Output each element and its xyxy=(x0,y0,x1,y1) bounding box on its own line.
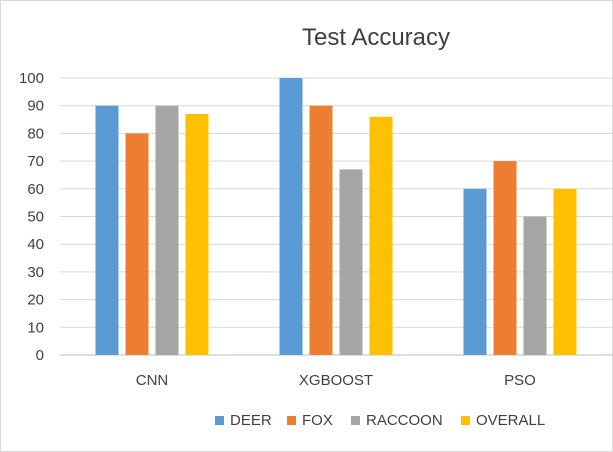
gridlines xyxy=(60,77,612,356)
chart-title: Test Accuracy xyxy=(302,24,450,51)
x-tick-label: CNN xyxy=(136,372,169,389)
x-tick-label: PSO xyxy=(504,372,536,389)
bar-overall-cnn xyxy=(185,114,209,355)
bar-raccoon-pso xyxy=(523,216,547,355)
bars xyxy=(95,78,577,355)
bar-fox-cnn xyxy=(125,133,149,355)
bar-overall-pso xyxy=(553,188,577,355)
bar-fox-xgboost xyxy=(309,105,333,355)
legend-swatch-raccoon xyxy=(351,416,360,425)
bar-deer-xgboost xyxy=(279,78,303,355)
y-tick-label: 60 xyxy=(27,181,44,198)
legend-swatch-fox xyxy=(287,416,296,425)
y-tick-label: 80 xyxy=(27,125,44,142)
legend-label-fox: FOX xyxy=(302,412,333,429)
y-tick-label: 10 xyxy=(27,319,44,336)
bar-overall-xgboost xyxy=(369,116,393,355)
legend-label-overall: OVERALL xyxy=(476,412,545,429)
bar-raccoon-xgboost xyxy=(339,169,363,355)
x-tick-label: XGBOOST xyxy=(299,372,373,389)
bar-raccoon-cnn xyxy=(155,105,179,355)
bar-deer-pso xyxy=(463,188,487,355)
y-tick-label: 20 xyxy=(27,292,44,309)
legend: DEER FOX RACCOON OVERALL xyxy=(215,412,545,429)
y-axis-ticks: 0 10 20 30 40 50 60 70 80 90 100 xyxy=(19,70,44,364)
bar-fox-pso xyxy=(493,161,517,355)
y-tick-label: 50 xyxy=(27,209,44,226)
legend-label-deer: DEER xyxy=(230,412,272,429)
bar-deer-cnn xyxy=(95,105,119,355)
x-axis-ticks: CNN XGBOOST PSO xyxy=(136,372,536,389)
y-tick-label: 30 xyxy=(27,264,44,281)
y-tick-label: 70 xyxy=(27,153,44,170)
y-tick-label: 0 xyxy=(36,347,44,364)
y-tick-label: 40 xyxy=(27,236,44,253)
legend-swatch-deer xyxy=(215,416,224,425)
legend-swatch-overall xyxy=(461,416,470,425)
legend-label-raccoon: RACCOON xyxy=(366,412,443,429)
y-tick-label: 90 xyxy=(27,98,44,115)
y-tick-label: 100 xyxy=(19,70,44,87)
